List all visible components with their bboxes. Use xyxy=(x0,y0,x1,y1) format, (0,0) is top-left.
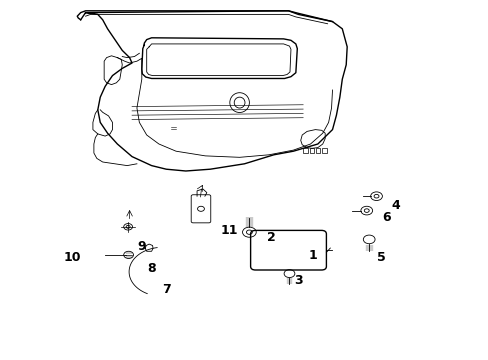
Text: 6: 6 xyxy=(381,211,390,224)
Text: 4: 4 xyxy=(391,199,400,212)
Text: 9: 9 xyxy=(137,240,146,253)
Text: 10: 10 xyxy=(63,251,81,264)
Text: 8: 8 xyxy=(147,262,156,275)
Text: 3: 3 xyxy=(293,274,302,287)
Text: 2: 2 xyxy=(266,231,275,244)
Text: 1: 1 xyxy=(308,249,317,262)
Text: 7: 7 xyxy=(162,283,170,296)
Text: 11: 11 xyxy=(220,224,237,237)
Text: 5: 5 xyxy=(376,251,385,264)
